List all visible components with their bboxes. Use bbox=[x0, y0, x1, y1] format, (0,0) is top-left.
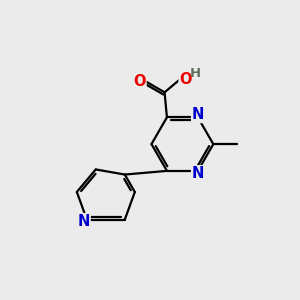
Text: H: H bbox=[190, 67, 201, 80]
Text: N: N bbox=[192, 166, 204, 181]
Text: N: N bbox=[78, 214, 90, 229]
Text: O: O bbox=[179, 72, 192, 87]
Text: N: N bbox=[192, 107, 204, 122]
Text: O: O bbox=[134, 74, 146, 89]
